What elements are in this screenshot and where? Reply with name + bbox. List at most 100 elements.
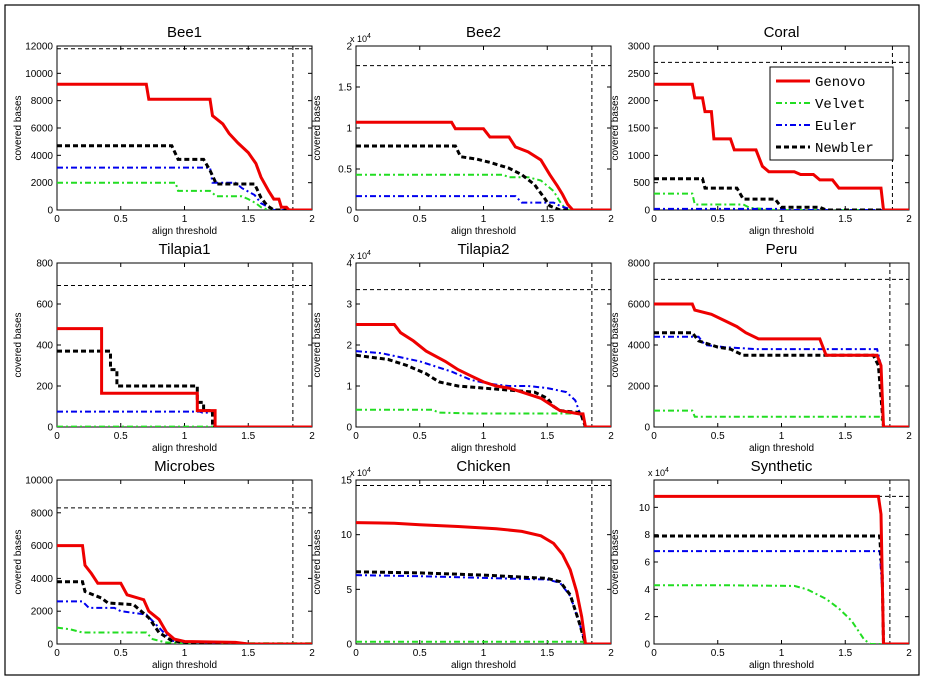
y-tick-label: 8000 — [31, 508, 54, 519]
y-tick-label: 2 — [346, 42, 352, 53]
y-axis-label: covered bases — [13, 95, 24, 160]
x-tick-label: 2 — [608, 214, 614, 225]
legend-label-genovo: Genovo — [815, 75, 865, 91]
y-multiplier-label: x 104 — [350, 33, 371, 44]
y-tick-label: 200 — [36, 382, 53, 393]
y-tick-label: 800 — [36, 259, 53, 270]
panel-title: Chicken — [456, 458, 510, 475]
x-tick-label: 2 — [309, 214, 315, 225]
y-axis-label: covered bases — [610, 529, 621, 594]
x-tick-label: 0 — [651, 648, 657, 659]
panel-title: Tilapia2 — [458, 241, 510, 258]
x-tick-label: 1 — [481, 214, 487, 225]
legend-label-euler: Euler — [815, 119, 857, 135]
series-line-velvet — [57, 626, 312, 644]
y-tick-label: 10 — [341, 530, 353, 541]
x-tick-label: 1 — [182, 648, 188, 659]
x-tick-label: 0.5 — [711, 214, 725, 225]
x-tick-label: 2 — [309, 648, 315, 659]
panel-synthetic: 0 0.5 1 1.5 2 0 2 4 6 8 10 x 104 Synthetic align thre… — [610, 458, 912, 671]
y-tick-label: 2000 — [31, 178, 54, 189]
x-tick-label: 0.5 — [114, 431, 128, 442]
y-multiplier-label: x 104 — [350, 250, 371, 261]
panel-title: Bee2 — [466, 24, 501, 41]
y-tick-label: 2 — [346, 341, 352, 352]
y-tick-label: 4 — [346, 259, 352, 270]
series-line-velvet — [57, 181, 312, 210]
panel-bee1: 0 0.5 1 1.5 2 0 2000 4000 6000 8000 10000 12000 Bee1… — [13, 24, 315, 237]
y-tick-label: 8000 — [628, 259, 651, 270]
x-tick-label: 1 — [779, 214, 785, 225]
plot-area — [57, 480, 312, 644]
plot-area — [356, 46, 611, 210]
series-line-euler — [356, 574, 611, 644]
series-line-genovo — [356, 323, 611, 427]
y-tick-label: 2000 — [628, 382, 651, 393]
series-line-genovo — [57, 544, 312, 644]
series-line-genovo — [356, 521, 611, 644]
y-tick-label: 0 — [346, 423, 352, 434]
panel-title: Microbes — [154, 458, 215, 475]
x-tick-label: 0.5 — [114, 648, 128, 659]
x-tick-label: 1.5 — [241, 214, 255, 225]
figure-frame — [4, 4, 920, 676]
x-tick-label: 0.5 — [413, 648, 427, 659]
y-axis-label: covered bases — [312, 95, 323, 160]
panel-tilapia2: 0 0.5 1 1.5 2 0 1 2 3 4x 104 Tilapia2 align thresho… — [312, 241, 614, 454]
x-tick-label: 2 — [906, 648, 912, 659]
x-tick-label: 0.5 — [413, 214, 427, 225]
x-axis-label: align threshold — [152, 226, 217, 237]
y-tick-label: 4 — [644, 585, 650, 596]
series-line-euler — [57, 166, 312, 210]
x-tick-label: 0.5 — [711, 431, 725, 442]
series-line-genovo — [356, 120, 611, 210]
y-tick-label: 5 — [346, 585, 352, 596]
series-line-genovo — [57, 82, 312, 210]
y-tick-label: 2000 — [31, 607, 54, 618]
x-axis-label: align threshold — [451, 226, 516, 237]
x-tick-label: 1 — [481, 648, 487, 659]
y-tick-label: 1000 — [628, 151, 651, 162]
panel-title: Tilapia1 — [159, 241, 211, 258]
y-tick-label: 6000 — [31, 541, 54, 552]
y-tick-label: 6000 — [31, 124, 54, 135]
x-tick-label: 1.5 — [838, 214, 852, 225]
y-tick-label: 3 — [346, 300, 352, 311]
plot-area — [356, 263, 611, 427]
y-axis-label: covered bases — [312, 312, 323, 377]
y-tick-label: 0 — [47, 206, 53, 217]
axes-box-tilapia2 — [355, 262, 612, 428]
plot-area — [654, 46, 909, 210]
x-tick-label: 0 — [353, 648, 359, 659]
series-line-newbler — [57, 144, 312, 210]
axes-box-synthetic — [653, 479, 910, 645]
y-tick-label: 0 — [644, 423, 650, 434]
series-line-newbler — [356, 353, 611, 427]
series-line-newbler — [356, 144, 611, 210]
x-tick-label: 1.5 — [540, 214, 554, 225]
plot-area — [57, 46, 312, 210]
panel-title: Peru — [766, 241, 798, 258]
x-tick-label: 1 — [182, 214, 188, 225]
y-tick-label: 4000 — [628, 341, 651, 352]
x-tick-label: 1 — [481, 431, 487, 442]
panel-title: Coral — [764, 24, 800, 41]
y-axis-label: covered bases — [13, 312, 24, 377]
y-tick-label: 12000 — [25, 42, 53, 53]
y-tick-label: 1.5 — [338, 83, 352, 94]
x-tick-label: 1.5 — [241, 648, 255, 659]
y-tick-label: 6000 — [628, 300, 651, 311]
x-axis-label: align threshold — [749, 443, 814, 454]
x-tick-label: 1 — [779, 431, 785, 442]
y-tick-label: 1500 — [628, 124, 651, 135]
panels: 0 0.5 1 1.5 2020004000600080001000012000Bee1… — [13, 24, 912, 671]
y-tick-label: 0 — [644, 640, 650, 651]
panel-title: Bee1 — [167, 24, 202, 41]
series-line-genovo — [57, 327, 312, 427]
y-axis-label: covered bases — [312, 529, 323, 594]
panel-microbes: 0 0.5 1 1.5 2 0 2000 4000 6000 8000 10000 Microbes a… — [13, 458, 315, 671]
y-tick-label: 1 — [346, 124, 352, 135]
axes-box-microbes — [56, 479, 313, 645]
x-tick-label: 0 — [54, 648, 60, 659]
